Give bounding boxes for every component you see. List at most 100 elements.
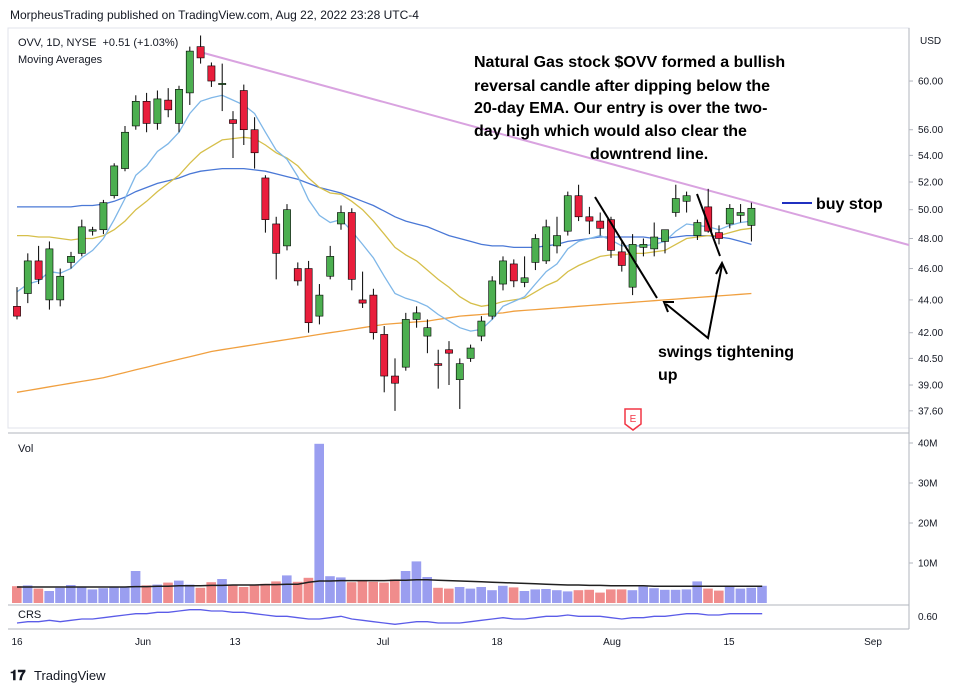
candle-down [596, 212, 605, 236]
candle-down [207, 62, 216, 87]
volume-bars [12, 443, 767, 603]
candle-up [477, 316, 486, 342]
candle-up [326, 245, 335, 280]
candle-body [445, 349, 453, 354]
crs-pane-label: CRS [18, 609, 41, 621]
candle-body [369, 294, 378, 334]
volume-bar [649, 588, 659, 603]
candle-down [617, 239, 626, 272]
candle-up [671, 184, 680, 217]
candle-down [13, 287, 21, 320]
candle-body [499, 260, 507, 285]
candle-body [67, 256, 75, 263]
time-tick-label: 18 [491, 637, 503, 648]
candle-down [261, 175, 270, 233]
candle-up [67, 251, 75, 269]
time-tick-label: 16 [11, 637, 23, 648]
time-tick-label: Aug [603, 637, 621, 648]
volume-bar [152, 584, 162, 603]
main-note-line-5: downtrend line. [590, 146, 708, 163]
volume-bar [357, 581, 368, 603]
candle-body [715, 232, 723, 239]
swing-line-2 [696, 193, 721, 257]
candle-body [455, 363, 464, 380]
price-tick-label: 60.00 [918, 77, 943, 88]
volume-bar [141, 585, 152, 603]
candle-body [477, 320, 486, 337]
candle-body [520, 277, 529, 283]
candle-body [23, 260, 32, 294]
candle-up [499, 256, 507, 291]
volume-bar [692, 581, 702, 603]
time-axis[interactable]: 16 Jun 13 Jul 18 Aug 15 Sep [11, 637, 882, 648]
candle-up [747, 202, 756, 242]
volume-bar [314, 443, 324, 603]
volume-bar [487, 590, 497, 603]
candle-body [164, 99, 173, 111]
candle-down [445, 341, 453, 386]
candle-body [693, 222, 702, 236]
candle-up [423, 319, 432, 354]
candle-up [488, 276, 497, 320]
volume-axis: 40M 30M 20M 10M [909, 439, 937, 570]
volume-bar [465, 588, 476, 603]
candle-body [153, 98, 162, 124]
tradingview-logo[interactable]: 𝟏𝟕 TradingView [10, 667, 106, 683]
swings-label-line-2: up [658, 367, 678, 384]
candle-body [272, 223, 281, 254]
candle-body [229, 119, 237, 124]
volume-bar [735, 588, 746, 603]
main-note-line-2: reversal candle after dipping below the [474, 78, 770, 95]
volume-bar [562, 591, 573, 603]
candle-down [715, 225, 723, 245]
candle-body [13, 306, 21, 317]
earnings-marker[interactable]: E [624, 408, 642, 431]
candle-body [34, 260, 43, 280]
legend[interactable]: OVV, 1D, NYSE +0.51 (+1.03%) Moving Avera… [18, 37, 178, 66]
candle-body [617, 251, 626, 266]
candle-body [293, 268, 302, 282]
volume-bar [282, 575, 292, 603]
ma-long-line [17, 167, 752, 249]
candle-body [283, 209, 291, 247]
earnings-marker-label: E [630, 414, 637, 425]
candle-body [563, 195, 572, 232]
volume-bar [87, 589, 98, 603]
candle-down [293, 262, 302, 286]
candle-body [542, 226, 551, 262]
candle-down [434, 349, 443, 389]
time-tick-label: Jul [377, 637, 390, 648]
candle-down [347, 208, 356, 291]
volume-bar [260, 583, 270, 603]
candle-body [142, 101, 151, 124]
downtrend-line [199, 51, 910, 246]
volume-bar [33, 588, 44, 603]
candle-up [531, 234, 540, 271]
price-tick-label: 39.00 [918, 381, 943, 392]
volume-bar [109, 587, 119, 603]
candle-body [412, 312, 421, 320]
swings-arrow [665, 264, 723, 340]
candle-body [488, 280, 497, 317]
candle-body [747, 207, 756, 226]
candle-up [218, 63, 227, 112]
volume-bar [44, 591, 54, 603]
candle-up [650, 222, 659, 257]
candle-body [196, 46, 205, 59]
candle-up [725, 204, 734, 229]
candle-up [77, 219, 86, 257]
price-axis[interactable]: 60.00 56.00 54.00 52.00 50.00 48.00 46.00 44.00… [909, 77, 943, 418]
candle-body [185, 50, 194, 94]
volume-bar [541, 589, 551, 603]
volume-bar [552, 590, 562, 603]
candle-body [401, 319, 410, 368]
volume-bar [66, 585, 76, 603]
candle-down [239, 84, 248, 146]
price-tick-label: 44.00 [918, 295, 943, 306]
candle-body [131, 101, 140, 127]
candle-up [131, 95, 140, 130]
candle-up [553, 216, 561, 254]
candle-up [337, 205, 345, 230]
candle-body [704, 206, 713, 232]
volume-bar [714, 590, 724, 603]
